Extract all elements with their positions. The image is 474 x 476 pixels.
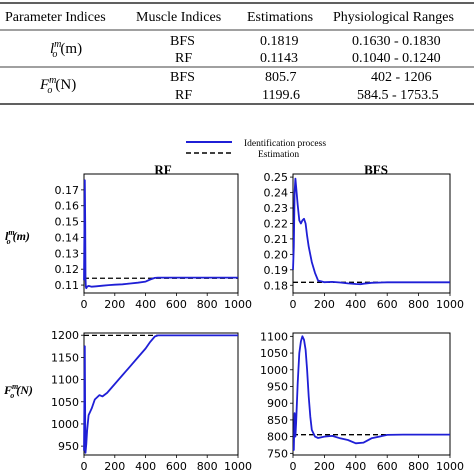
param-label-length: lm o (m)	[50, 39, 82, 60]
y-tick-label: 0.20	[264, 248, 289, 261]
y-tick-label: 750	[267, 447, 288, 460]
header-parameter-indices: Parameter Indices	[5, 10, 106, 25]
y-tick-label: 850	[267, 414, 288, 427]
muscle-cell: RF	[175, 88, 192, 103]
range-cell: 584.5 - 1753.5	[357, 88, 439, 103]
y-tick-label: 0.18	[264, 279, 289, 292]
x-tick-label: 1000	[224, 460, 252, 473]
estimation-cell: 0.1819	[260, 34, 299, 49]
row-label-force: Fm o (N)	[3, 382, 33, 400]
x-tick-label: 600	[166, 298, 187, 311]
x-tick-label: 800	[197, 298, 218, 311]
y-tick-label: 900	[267, 397, 288, 410]
param-label-force: Fm o (N)	[39, 75, 76, 96]
estimation-cell: 0.1143	[260, 51, 298, 66]
x-tick-label: 600	[377, 298, 398, 311]
row-label-length: lm o (m)	[5, 228, 30, 246]
x-tick-label: 400	[135, 298, 156, 311]
estimation-cell: 1199.6	[262, 88, 300, 103]
chart-panel-BFS-length: 0 200 400 600 800 1000 0.18 0.19 0.20 0.21 0.22 0.2…	[264, 171, 465, 311]
plot-frame	[292, 173, 451, 294]
x-tick-label: 600	[377, 460, 398, 473]
y-tick-label: 1050	[51, 396, 79, 409]
y-tick-label: 0.13	[55, 247, 80, 260]
y-tick-label: 950	[58, 440, 79, 453]
identification-series-line	[292, 177, 450, 286]
identification-series-line	[83, 179, 238, 290]
header-estimations: Estimations	[247, 10, 313, 25]
plot-frame	[292, 332, 451, 456]
muscle-cell: BFS	[170, 34, 195, 49]
x-tick-label: 800	[197, 460, 218, 473]
x-tick-label: 800	[408, 298, 429, 311]
y-tick-label: 0.22	[264, 217, 289, 230]
column-title-bfs: BFS	[364, 162, 388, 177]
y-tick-label: 1200	[51, 329, 79, 342]
y-tick-label: 0.16	[55, 200, 80, 213]
y-tick-label: 0.25	[264, 171, 289, 184]
y-tick-label: 0.11	[55, 279, 80, 292]
range-cell: 0.1040 - 0.1240	[352, 51, 441, 66]
chart-panel-RF-length: 0 200 400 600 800 1000 0.11 0.12 0.13 0.14 0.15 0.1…	[55, 173, 252, 311]
x-tick-label: 0	[290, 298, 297, 311]
y-tick-label: 1050	[260, 347, 288, 360]
chart-panels: 0 200 400 600 800 1000 0.11 0.12 0.13 0.14 0.15 0.1…	[51, 171, 464, 473]
legend-line-label: Identification process	[244, 138, 326, 149]
x-tick-label: 200	[314, 460, 335, 473]
y-tick-label: 0.23	[264, 202, 289, 215]
y-tick-label: 1100	[51, 374, 79, 387]
x-tick-label: 1000	[224, 298, 252, 311]
x-tick-label: 400	[135, 460, 156, 473]
y-tick-label: 0.19	[264, 264, 289, 277]
parameter-table: Parameter Indices Muscle Indices Estimat…	[0, 2, 474, 105]
column-title-rf: RF	[154, 162, 171, 177]
x-tick-label: 0	[81, 460, 88, 473]
estimation-cell: 805.7	[265, 70, 297, 85]
x-tick-label: 0	[81, 298, 88, 311]
x-tick-label: 200	[314, 298, 335, 311]
header-physiological-ranges: Physiological Ranges	[333, 10, 454, 25]
legend: Identification process Estimation	[186, 138, 326, 160]
y-tick-label: 0.12	[55, 263, 80, 276]
y-tick-label: 0.14	[55, 231, 80, 244]
y-tick-label: 1150	[51, 351, 79, 364]
range-cell: 0.1630 - 0.1830	[352, 34, 441, 49]
y-tick-label: 0.24	[264, 187, 289, 200]
plot-frame	[83, 173, 239, 294]
x-tick-label: 600	[166, 460, 187, 473]
muscle-cell: RF	[175, 51, 192, 66]
y-tick-label: 1000	[260, 364, 288, 377]
x-tick-label: 200	[104, 298, 125, 311]
x-tick-label: 1000	[436, 460, 464, 473]
y-tick-label: 800	[267, 431, 288, 444]
legend-dash-label: Estimation	[258, 150, 299, 160]
identification-series-line	[83, 334, 238, 454]
x-tick-label: 400	[345, 298, 366, 311]
header-muscle-indices: Muscle Indices	[136, 10, 221, 25]
y-tick-label: 950	[267, 380, 288, 393]
chart-panel-BFS-force: 0 200 400 600 800 1000 750 800 850 900 950 1000 1050…	[260, 330, 464, 473]
y-tick-label: 1100	[260, 330, 288, 343]
x-tick-label: 800	[408, 460, 429, 473]
identification-figure: Identification process Estimation RF BFS…	[3, 138, 464, 473]
y-tick-label: 0.17	[55, 184, 80, 197]
chart-panel-RF-force: 0 200 400 600 800 1000 950 1000 1050 1100 1150 1200	[51, 329, 252, 473]
x-tick-label: 400	[345, 460, 366, 473]
y-tick-label: 1000	[51, 418, 79, 431]
x-tick-label: 0	[290, 460, 297, 473]
identification-series-line	[292, 335, 450, 451]
x-tick-label: 1000	[436, 298, 464, 311]
x-tick-label: 200	[104, 460, 125, 473]
y-tick-label: 0.15	[55, 216, 80, 229]
y-tick-label: 0.21	[264, 233, 289, 246]
range-cell: 402 - 1206	[371, 70, 432, 85]
muscle-cell: BFS	[170, 70, 195, 85]
